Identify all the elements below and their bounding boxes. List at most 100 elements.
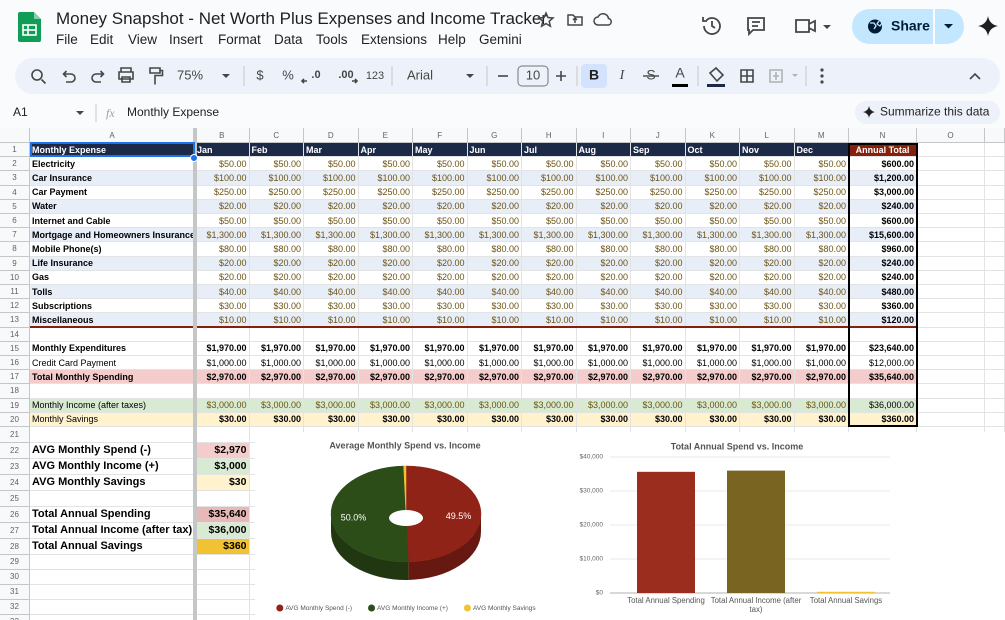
globe-detail[interactable] <box>870 20 883 30</box>
column-header[interactable]: D <box>304 128 359 143</box>
header-cell[interactable]: Jan <box>195 143 250 158</box>
font-size[interactable]: 10 <box>526 67 540 82</box>
cell[interactable] <box>685 327 740 342</box>
month-value[interactable]: $30.00 <box>195 412 250 427</box>
cell[interactable] <box>195 384 250 399</box>
month-value[interactable]: $100.00 <box>794 171 849 186</box>
menu-item[interactable]: Edit <box>90 32 114 47</box>
month-value[interactable]: $3,000.00 <box>304 398 359 413</box>
month-value[interactable]: $20.00 <box>195 199 250 214</box>
sheets-logo[interactable] <box>18 12 42 42</box>
history-icon[interactable] <box>702 17 721 35</box>
row-header[interactable]: 24 <box>0 474 30 491</box>
month-value[interactable]: $80.00 <box>195 242 250 257</box>
cell[interactable] <box>985 214 1005 229</box>
row-header[interactable]: 23 <box>0 458 30 475</box>
row-header[interactable]: 7 <box>0 228 30 243</box>
month-value[interactable]: $250.00 <box>358 185 413 200</box>
month-value[interactable]: $30.00 <box>685 299 740 314</box>
doc-title[interactable]: Money Snapshot - Net Worth Plus Expenses… <box>56 9 548 28</box>
increase-decimal-arrow[interactable] <box>352 78 359 84</box>
month-value[interactable]: $50.00 <box>304 157 359 172</box>
month-value[interactable]: $50.00 <box>522 157 577 172</box>
header-cell[interactable]: Sep <box>631 143 686 158</box>
row-label[interactable]: Life Insurance <box>30 256 195 271</box>
month-value[interactable]: $3,000.00 <box>195 398 250 413</box>
month-value[interactable]: $30.00 <box>794 412 849 427</box>
cell[interactable] <box>30 327 195 342</box>
month-value[interactable]: $250.00 <box>413 185 468 200</box>
zoom-caret[interactable] <box>222 74 230 78</box>
cell[interactable] <box>30 614 195 620</box>
month-value[interactable]: $3,000.00 <box>740 398 795 413</box>
row-header[interactable]: 19 <box>0 398 30 413</box>
column-header[interactable]: I <box>576 128 631 143</box>
cell[interactable] <box>917 398 985 413</box>
month-value[interactable]: $100.00 <box>576 171 631 186</box>
summary-value[interactable]: $2,970 <box>195 442 250 459</box>
cell[interactable] <box>522 327 577 342</box>
month-value[interactable]: $1,300.00 <box>195 228 250 243</box>
cell[interactable] <box>917 185 985 200</box>
month-value[interactable]: $3,000.00 <box>413 398 468 413</box>
cell[interactable] <box>358 384 413 399</box>
summary-label[interactable]: AVG Monthly Savings <box>30 474 195 491</box>
row-label[interactable]: Gas <box>30 270 195 285</box>
cell[interactable] <box>985 341 1005 356</box>
month-value[interactable]: $1,300.00 <box>358 228 413 243</box>
month-value[interactable]: $20.00 <box>576 256 631 271</box>
cell[interactable] <box>917 356 985 371</box>
month-value[interactable]: $50.00 <box>467 157 522 172</box>
month-value[interactable]: $20.00 <box>522 270 577 285</box>
cell[interactable] <box>985 285 1005 300</box>
month-value[interactable]: $20.00 <box>576 270 631 285</box>
month-value[interactable]: $3,000.00 <box>249 398 304 413</box>
row-label[interactable]: Car Insurance <box>30 171 195 186</box>
header-cell[interactable]: Aug <box>576 143 631 158</box>
column-header[interactable]: H <box>522 128 577 143</box>
month-value[interactable]: $1,000.00 <box>631 356 686 371</box>
month-value[interactable]: $100.00 <box>195 171 250 186</box>
comment-icon[interactable] <box>747 17 765 37</box>
cell[interactable] <box>522 384 577 399</box>
month-value[interactable]: $100.00 <box>685 171 740 186</box>
month-value[interactable]: $1,300.00 <box>522 228 577 243</box>
month-value[interactable]: $40.00 <box>249 285 304 300</box>
month-value[interactable]: $20.00 <box>794 270 849 285</box>
cell[interactable] <box>195 569 250 585</box>
row-header[interactable]: 21 <box>0 427 30 443</box>
row-header[interactable]: 1 <box>0 143 30 158</box>
month-value[interactable]: $3,000.00 <box>685 398 740 413</box>
cloud-icon[interactable] <box>593 12 612 26</box>
currency-button[interactable]: $ <box>256 67 264 82</box>
month-value[interactable]: $20.00 <box>740 256 795 271</box>
text-color-button[interactable]: A <box>675 65 685 81</box>
number-format[interactable]: 123 <box>366 70 384 82</box>
menu-item[interactable]: Tools <box>316 32 348 47</box>
month-value[interactable]: $1,300.00 <box>685 228 740 243</box>
cell[interactable] <box>917 270 985 285</box>
cell[interactable] <box>917 370 985 385</box>
summary-value[interactable]: $3,000 <box>195 458 250 475</box>
month-value[interactable]: $50.00 <box>631 157 686 172</box>
month-value[interactable]: $1,000.00 <box>685 356 740 371</box>
cell[interactable] <box>985 313 1005 328</box>
cell[interactable] <box>413 327 468 342</box>
month-value[interactable]: $40.00 <box>685 285 740 300</box>
cell[interactable] <box>740 327 795 342</box>
month-value[interactable]: $1,000.00 <box>304 356 359 371</box>
cell[interactable] <box>917 242 985 257</box>
month-value[interactable]: $30.00 <box>413 299 468 314</box>
month-value[interactable]: $250.00 <box>467 185 522 200</box>
menu-item[interactable]: Extensions <box>361 32 428 47</box>
month-value[interactable]: $30.00 <box>576 412 631 427</box>
month-value[interactable]: $20.00 <box>358 270 413 285</box>
cell[interactable] <box>195 490 250 507</box>
month-value[interactable]: $40.00 <box>304 285 359 300</box>
month-value[interactable]: $20.00 <box>467 270 522 285</box>
header-cell[interactable]: Apr <box>358 143 413 158</box>
month-value[interactable]: $20.00 <box>740 270 795 285</box>
italic-button[interactable]: I <box>619 68 626 83</box>
legend-item[interactable]: AVG Monthly Income (+) <box>368 604 448 613</box>
month-value[interactable]: $30.00 <box>195 299 250 314</box>
